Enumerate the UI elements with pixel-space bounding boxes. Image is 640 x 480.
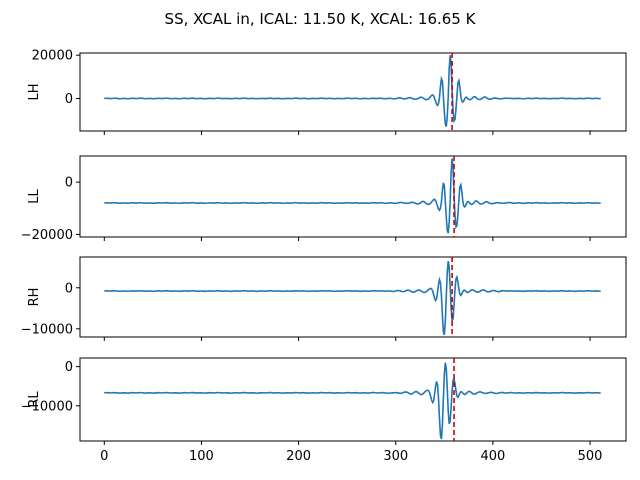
axes-frame-4 <box>79 357 627 442</box>
figure-title: SS, XCAL in, ICAL: 11.50 K, XCAL: 16.65 … <box>165 10 477 28</box>
y-axis-label-1: LH <box>27 83 42 100</box>
y-tick-label-1-1: 20000 <box>32 49 73 64</box>
series-line-2 <box>104 158 601 234</box>
y-tick-label-4-0: −10000 <box>21 399 73 414</box>
y-axis-label-4: RL <box>27 391 42 408</box>
y-axis-label-3: RH <box>27 288 42 307</box>
x-tick-label-5: 500 <box>578 449 603 464</box>
y-tick-label-1-0: 0 <box>65 92 73 107</box>
x-tick-label-1: 100 <box>189 449 214 464</box>
axes-frame-1 <box>79 52 627 132</box>
y-tick-label-2-0: −20000 <box>21 228 73 243</box>
axes-frame-3 <box>79 256 627 338</box>
y-tick-label-3-0: −10000 <box>21 322 73 337</box>
axes-frame-2 <box>79 155 627 238</box>
y-tick-label-4-1: 0 <box>65 360 73 375</box>
series-line-4 <box>104 362 601 440</box>
x-tick-label-2: 200 <box>286 449 311 464</box>
series-line-3 <box>104 260 601 336</box>
series-line-1 <box>104 55 601 127</box>
x-tick-label-4: 400 <box>480 449 505 464</box>
y-axis-label-2: LL <box>27 189 42 204</box>
y-tick-label-2-1: 0 <box>65 176 73 191</box>
x-tick-label-0: 0 <box>100 449 108 464</box>
y-tick-label-3-1: 0 <box>65 281 73 296</box>
x-tick-label-3: 300 <box>383 449 408 464</box>
